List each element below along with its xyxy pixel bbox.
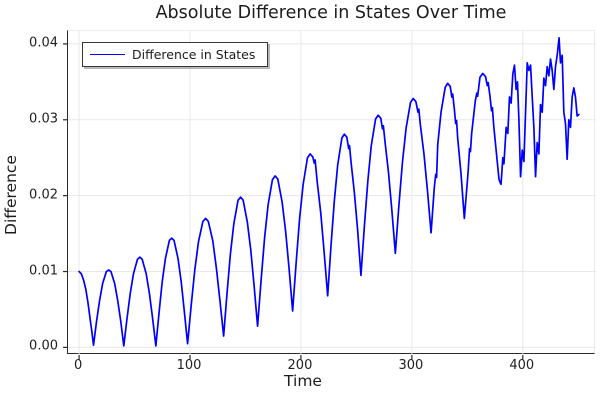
legend: Difference in States [82, 42, 269, 67]
x-tick-label: 300 [398, 358, 424, 373]
y-tick-labels: 0.00 0.01 0.02 0.03 0.04 [14, 30, 58, 354]
x-tick-labels: 0 100 200 300 400 [67, 358, 595, 374]
x-tick-label: 0 [73, 358, 83, 373]
y-tick-label: 0.04 [29, 35, 58, 51]
x-tick-label: 100 [176, 358, 202, 373]
y-tick-label: 0.03 [29, 111, 58, 127]
difference-line [78, 36, 580, 347]
plot-canvas [63, 31, 596, 360]
legend-label: Difference in States [132, 47, 256, 62]
plot-area: Difference in States [63, 30, 596, 360]
y-tick-label: 0.00 [29, 338, 58, 354]
y-tick-label: 0.01 [29, 263, 58, 279]
chart-title: Absolute Difference in States Over Time [155, 3, 507, 23]
legend-line-sample [90, 54, 125, 55]
y-tick-label: 0.02 [29, 187, 58, 203]
x-tick-label: 200 [287, 358, 313, 373]
x-axis-label: Time [284, 372, 322, 390]
x-tick-label: 400 [509, 358, 535, 373]
